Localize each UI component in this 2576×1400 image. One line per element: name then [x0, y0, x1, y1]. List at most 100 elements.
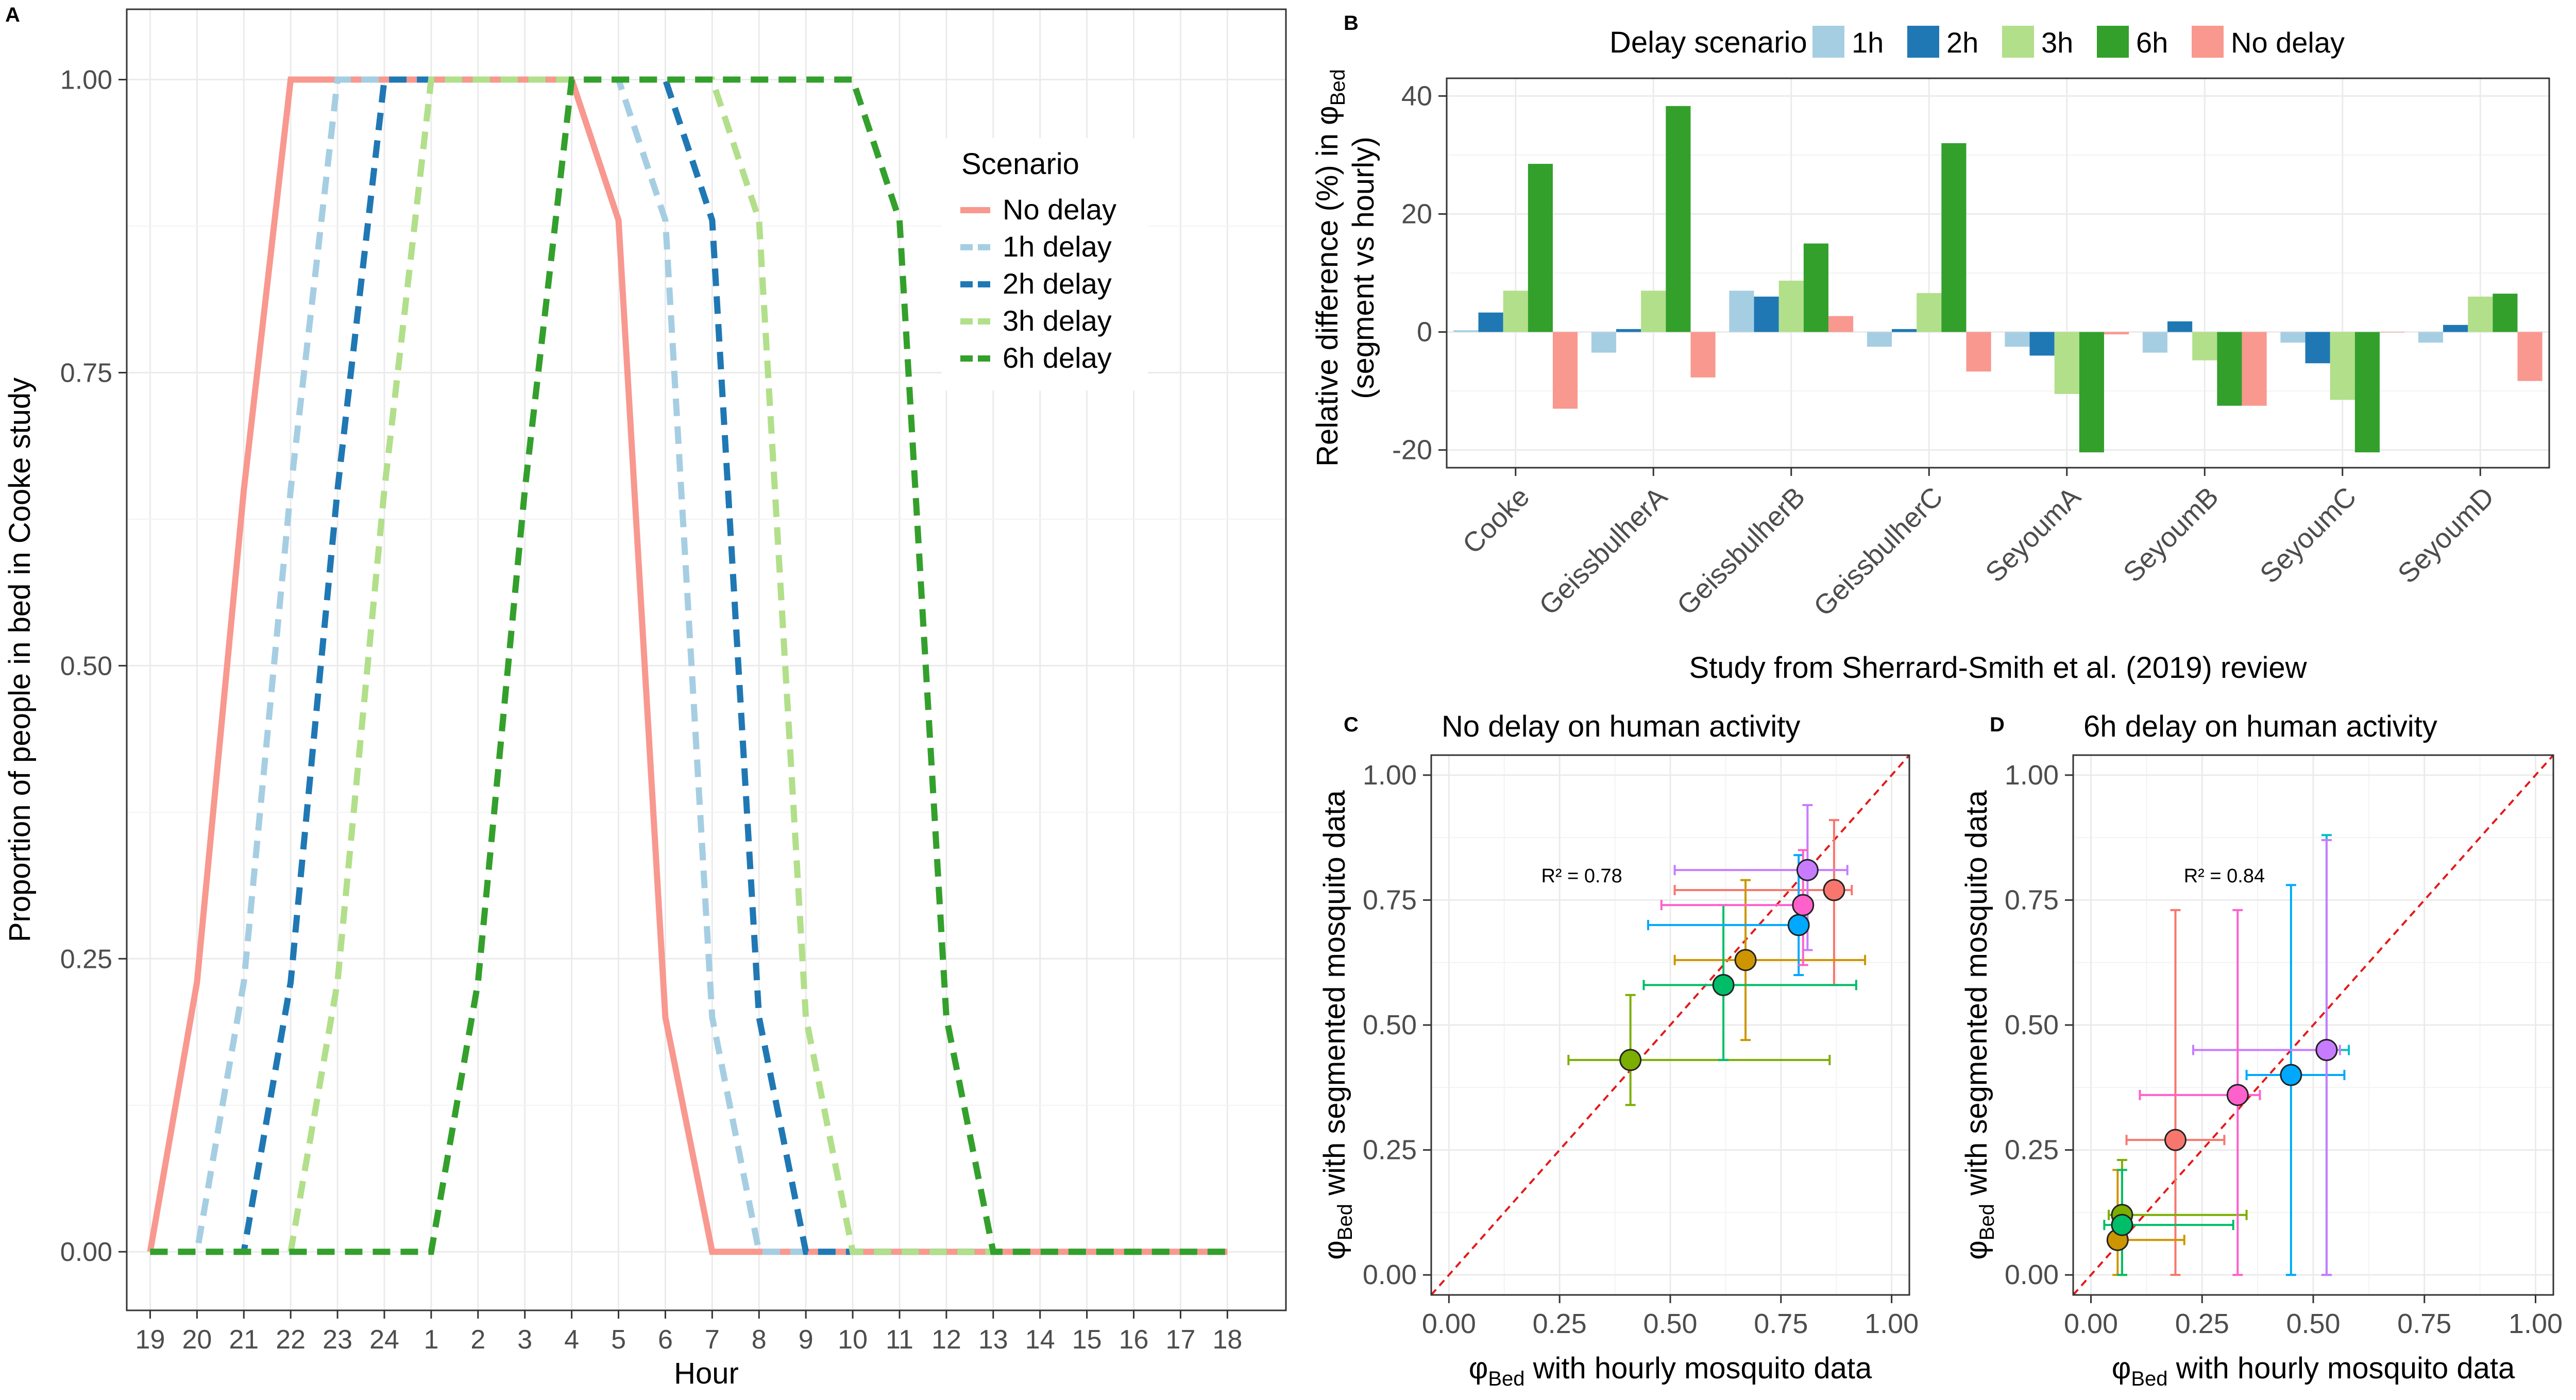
panel-d-tick-labels: 0.000.00 0.25 0.25 0.50 0.50 0.75 0.75 1.00 1.00 [2005, 760, 2563, 1339]
panel-b-bar [2167, 321, 2193, 332]
panel-b-bar [1867, 332, 1892, 347]
panel-c-y-axis-title: φBed with segmented mosquito data [1318, 790, 1357, 1259]
panel-a-x-tick-label: 21 [229, 1325, 259, 1355]
panel-c-x-axis-title: φBed with hourly mosquito data [1469, 1352, 1872, 1390]
panel-a-x-tick-label: 12 [931, 1325, 961, 1355]
panel-a-y-tick-label: 0.25 [60, 944, 112, 974]
panel-c-identity-line [1430, 754, 1910, 1296]
panel-b-bar [1478, 312, 1503, 332]
panel-b-bar [2418, 332, 2444, 343]
panel-b-legend-key [2097, 26, 2129, 58]
panel-a-series-line [150, 76, 1228, 1255]
panel-b-bar [2079, 332, 2104, 453]
panel-a-y-tick-label: 0.00 [60, 1237, 112, 1267]
panel-d-tag: D [1990, 713, 2005, 736]
panel-c-x-tick-label: 0.00 [1422, 1308, 1476, 1339]
panel-d-y-tick-label: 0.75 [2005, 884, 2059, 915]
panel-d-points [2072, 754, 2554, 1296]
panel-a-x-tick-label: 20 [182, 1325, 212, 1355]
panel-b-bar [2054, 332, 2079, 394]
panel-c-data-point [1619, 1049, 1642, 1071]
panel-a-x-tick-label: 11 [886, 1325, 913, 1355]
panel-a-x-tick-label: 14 [1025, 1325, 1055, 1355]
panel-a-legend-label: 6h delay [1003, 342, 1112, 374]
panel-c-x-axis-rest: with hourly mosquito data [1524, 1352, 1872, 1385]
panel-b-bar-chart: B Delay scenario 1h 2h 3h 6h No delay -20 0 20… [1311, 12, 2550, 685]
panel-d-y-tick-label: 0.00 [2005, 1259, 2059, 1290]
panel-c-y-tick-label: 0.75 [1363, 884, 1417, 915]
panel-d-data-point [2280, 1064, 2302, 1086]
panel-b-bar [2493, 294, 2518, 332]
panel-a-x-tick-label: 7 [705, 1325, 720, 1355]
panel-d-y-axis-rest: with segmented mosquito data [1960, 790, 1993, 1204]
panel-a-x-tick-label: 1 [423, 1325, 438, 1355]
panel-a-y-tick-label: 0.75 [60, 358, 112, 388]
panel-a-x-tick-label: 23 [323, 1325, 352, 1355]
panel-d-x-tick-label: 0.75 [2397, 1308, 2451, 1339]
panel-b-bar [2468, 296, 2493, 332]
panel-b-legend-label: 3h [2041, 26, 2073, 59]
panel-a-x-tick-label: 10 [838, 1325, 868, 1355]
panel-b-x-axis-title: Study from Sherrard-Smith et al. (2019) … [1689, 651, 2307, 685]
panel-d-x-tick-label: 1.00 [2509, 1308, 2563, 1339]
panel-a-x-tick-label: 15 [1072, 1325, 1102, 1355]
panel-b-bar [1778, 280, 1804, 332]
panel-c-plot-border [1430, 754, 1910, 1296]
panel-b-bar [1552, 332, 1578, 409]
panel-d-r2-annotation: R² = 0.84 [2184, 865, 2265, 887]
panel-a-legend-background [942, 138, 1148, 390]
panel-b-bar [2192, 332, 2217, 361]
panel-d-x-tick-label: 0.25 [2175, 1308, 2229, 1339]
panel-d-scatter: D 6h delay on human activity 0.000.00 0.2… [1960, 710, 2563, 1390]
panel-b-legend: Delay scenario 1h 2h 3h 6h No delay [1609, 26, 2345, 59]
panel-b-bar [1616, 329, 1641, 332]
panel-b-bar [1528, 164, 1553, 332]
panel-b-legend-label: 1h [1852, 26, 1884, 59]
panel-a-x-tick-label: 9 [799, 1325, 814, 1355]
panel-b-bar [1892, 329, 1917, 332]
panel-a-x-tick-label: 16 [1119, 1325, 1149, 1355]
panel-b-legend-key [1907, 26, 1939, 58]
panel-c-y-tick-label: 0.00 [1363, 1259, 1417, 1290]
panel-b-bar [1941, 143, 1967, 332]
panel-b-y-axis-title-text: Relative difference (%) in φ [1311, 106, 1344, 467]
panel-a-legend-label: 1h delay [1003, 230, 1112, 263]
panel-c-data-point [1712, 974, 1735, 996]
panel-d-y-axis-subscript: Bed [1976, 1204, 1998, 1240]
panel-b-bar [1690, 332, 1716, 378]
panel-b-tag: B [1344, 12, 1359, 35]
panel-b-x-tick-label: SeyoumB [2117, 481, 2225, 588]
panel-b-bar [2029, 332, 2055, 356]
panel-c-y-tick-label: 1.00 [1363, 760, 1417, 791]
panel-b-bar [2305, 332, 2330, 364]
panel-b-x-tick-label: SeyoumA [1979, 481, 2087, 588]
panel-b-bar [1917, 293, 1942, 332]
panel-b-bar [1666, 106, 1691, 332]
panel-c-y-tick-label: 0.25 [1363, 1135, 1417, 1166]
panel-d-y-tick-label: 0.50 [2005, 1010, 2059, 1040]
panel-a-legend-label: 2h delay [1003, 267, 1112, 300]
panel-b-bar [1803, 243, 1828, 332]
panel-c-points [1430, 754, 1910, 1296]
panel-d-x-axis-subscript: Bed [2131, 1368, 2167, 1390]
panel-b-bar [1966, 332, 1991, 372]
panel-b-bar [2005, 332, 2030, 347]
panel-d-y-axis-title: φBed with segmented mosquito data [1960, 790, 1998, 1259]
panel-a-x-tick-label: 24 [369, 1325, 399, 1355]
panel-a-y-tick-label: 0.50 [60, 651, 112, 681]
panel-b-bar [1729, 291, 1754, 332]
panel-b-bar [2242, 332, 2267, 406]
panel-d-x-tick-label: 0.50 [2286, 1308, 2340, 1339]
panel-a-x-tick-label: 8 [752, 1325, 767, 1355]
panel-b-y-tick-label: -20 [1392, 435, 1432, 466]
panel-b-legend-key [2002, 26, 2034, 58]
panel-d-y-axis-phi: φ [1960, 1240, 1993, 1260]
panel-a-legend-label: 3h delay [1003, 304, 1112, 337]
panel-b-plot-border [1446, 77, 2550, 469]
panel-b-x-tick-label: Cooke [1456, 481, 1535, 560]
panel-c-y-axis-rest: with segmented mosquito data [1318, 790, 1351, 1204]
panel-c-tag: C [1344, 713, 1359, 736]
panel-a-tick-labels: 19 20 21 22 23 24 1 2 3 4 5 6 7 8 9 10 11 12 13 14 15 16 17 180… [60, 65, 1243, 1355]
panel-b-y-tick-label: 20 [1401, 198, 1432, 229]
